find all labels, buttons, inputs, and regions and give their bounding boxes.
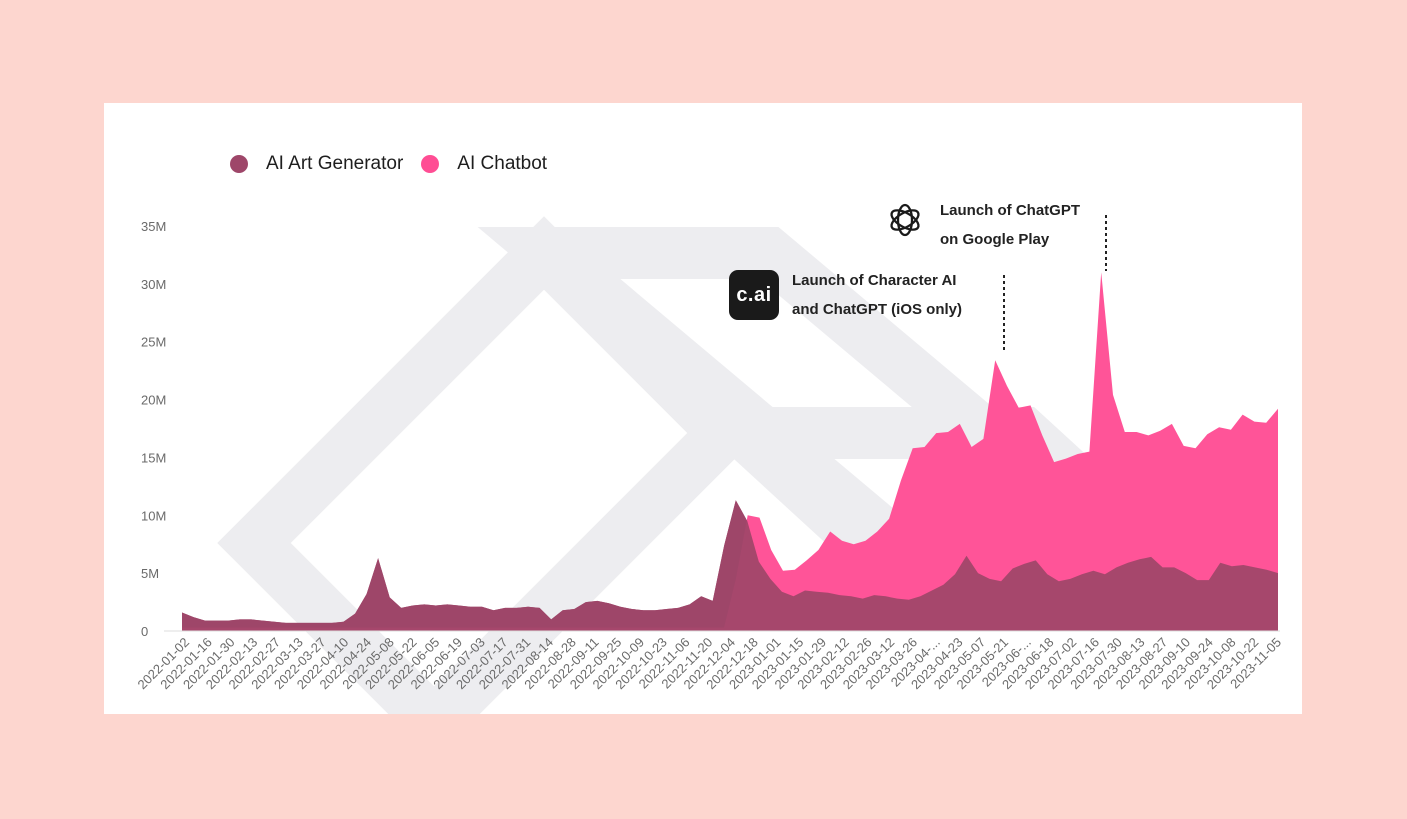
- x-axis: 2022-01-022022-01-162022-01-302022-02-13…: [134, 635, 1284, 693]
- annotation-chatgpt-play-line2: on Google Play: [940, 231, 1050, 248]
- openai-icon: [890, 203, 920, 237]
- y-tick-label: 0: [141, 624, 148, 639]
- annotation-character-ai: Launch of Character AI and ChatGPT (iOS …: [792, 266, 962, 324]
- legend-label-chatbot: AI Chatbot: [457, 153, 548, 174]
- annotation-chatgpt-play-line1: Launch of ChatGPT: [940, 202, 1080, 219]
- series-areas: [182, 272, 1278, 631]
- y-tick-label: 20M: [141, 393, 166, 408]
- annotation-character-ai-line2: and ChatGPT (iOS only): [792, 301, 963, 318]
- area-ai-chatbot: [182, 272, 1278, 631]
- legend-item-chatbot: AI Chatbot: [421, 153, 547, 175]
- chart-card: 0 5M 10M 15M 20M 25M 30M 35M 2022-01-02 2022-01-…: [104, 103, 1302, 714]
- legend-item-art: AI Art Generator: [230, 153, 403, 175]
- legend-label-art: AI Art Generator: [266, 153, 404, 174]
- area-ai-art-generator-overlay: [182, 500, 1278, 631]
- y-tick-label: 15M: [141, 450, 166, 465]
- annotation-lines: [1003, 215, 1107, 351]
- legend-dot-art: [230, 155, 248, 173]
- annotation-character-ai-line1: Launch of Character AI: [792, 272, 957, 289]
- annotation-chatgpt-play: Launch of ChatGPT on Google Play: [940, 196, 1080, 254]
- y-tick-label: 30M: [141, 277, 166, 292]
- character-ai-logo: c.ai: [729, 270, 779, 320]
- legend: AI Art Generator AI Chatbot: [230, 153, 565, 175]
- legend-dot-chatbot: [421, 155, 440, 173]
- y-tick-label: 10M: [141, 508, 166, 523]
- chart-plot: 0 5M 10M 15M 20M 25M 30M 35M 2022-01-022022-01-…: [134, 203, 1284, 714]
- y-axis: 0 5M 10M 15M 20M 25M 30M 35M: [141, 219, 166, 639]
- y-tick-label: 25M: [141, 335, 166, 350]
- y-tick-label: 35M: [141, 219, 166, 234]
- y-tick-label: 5M: [141, 566, 159, 581]
